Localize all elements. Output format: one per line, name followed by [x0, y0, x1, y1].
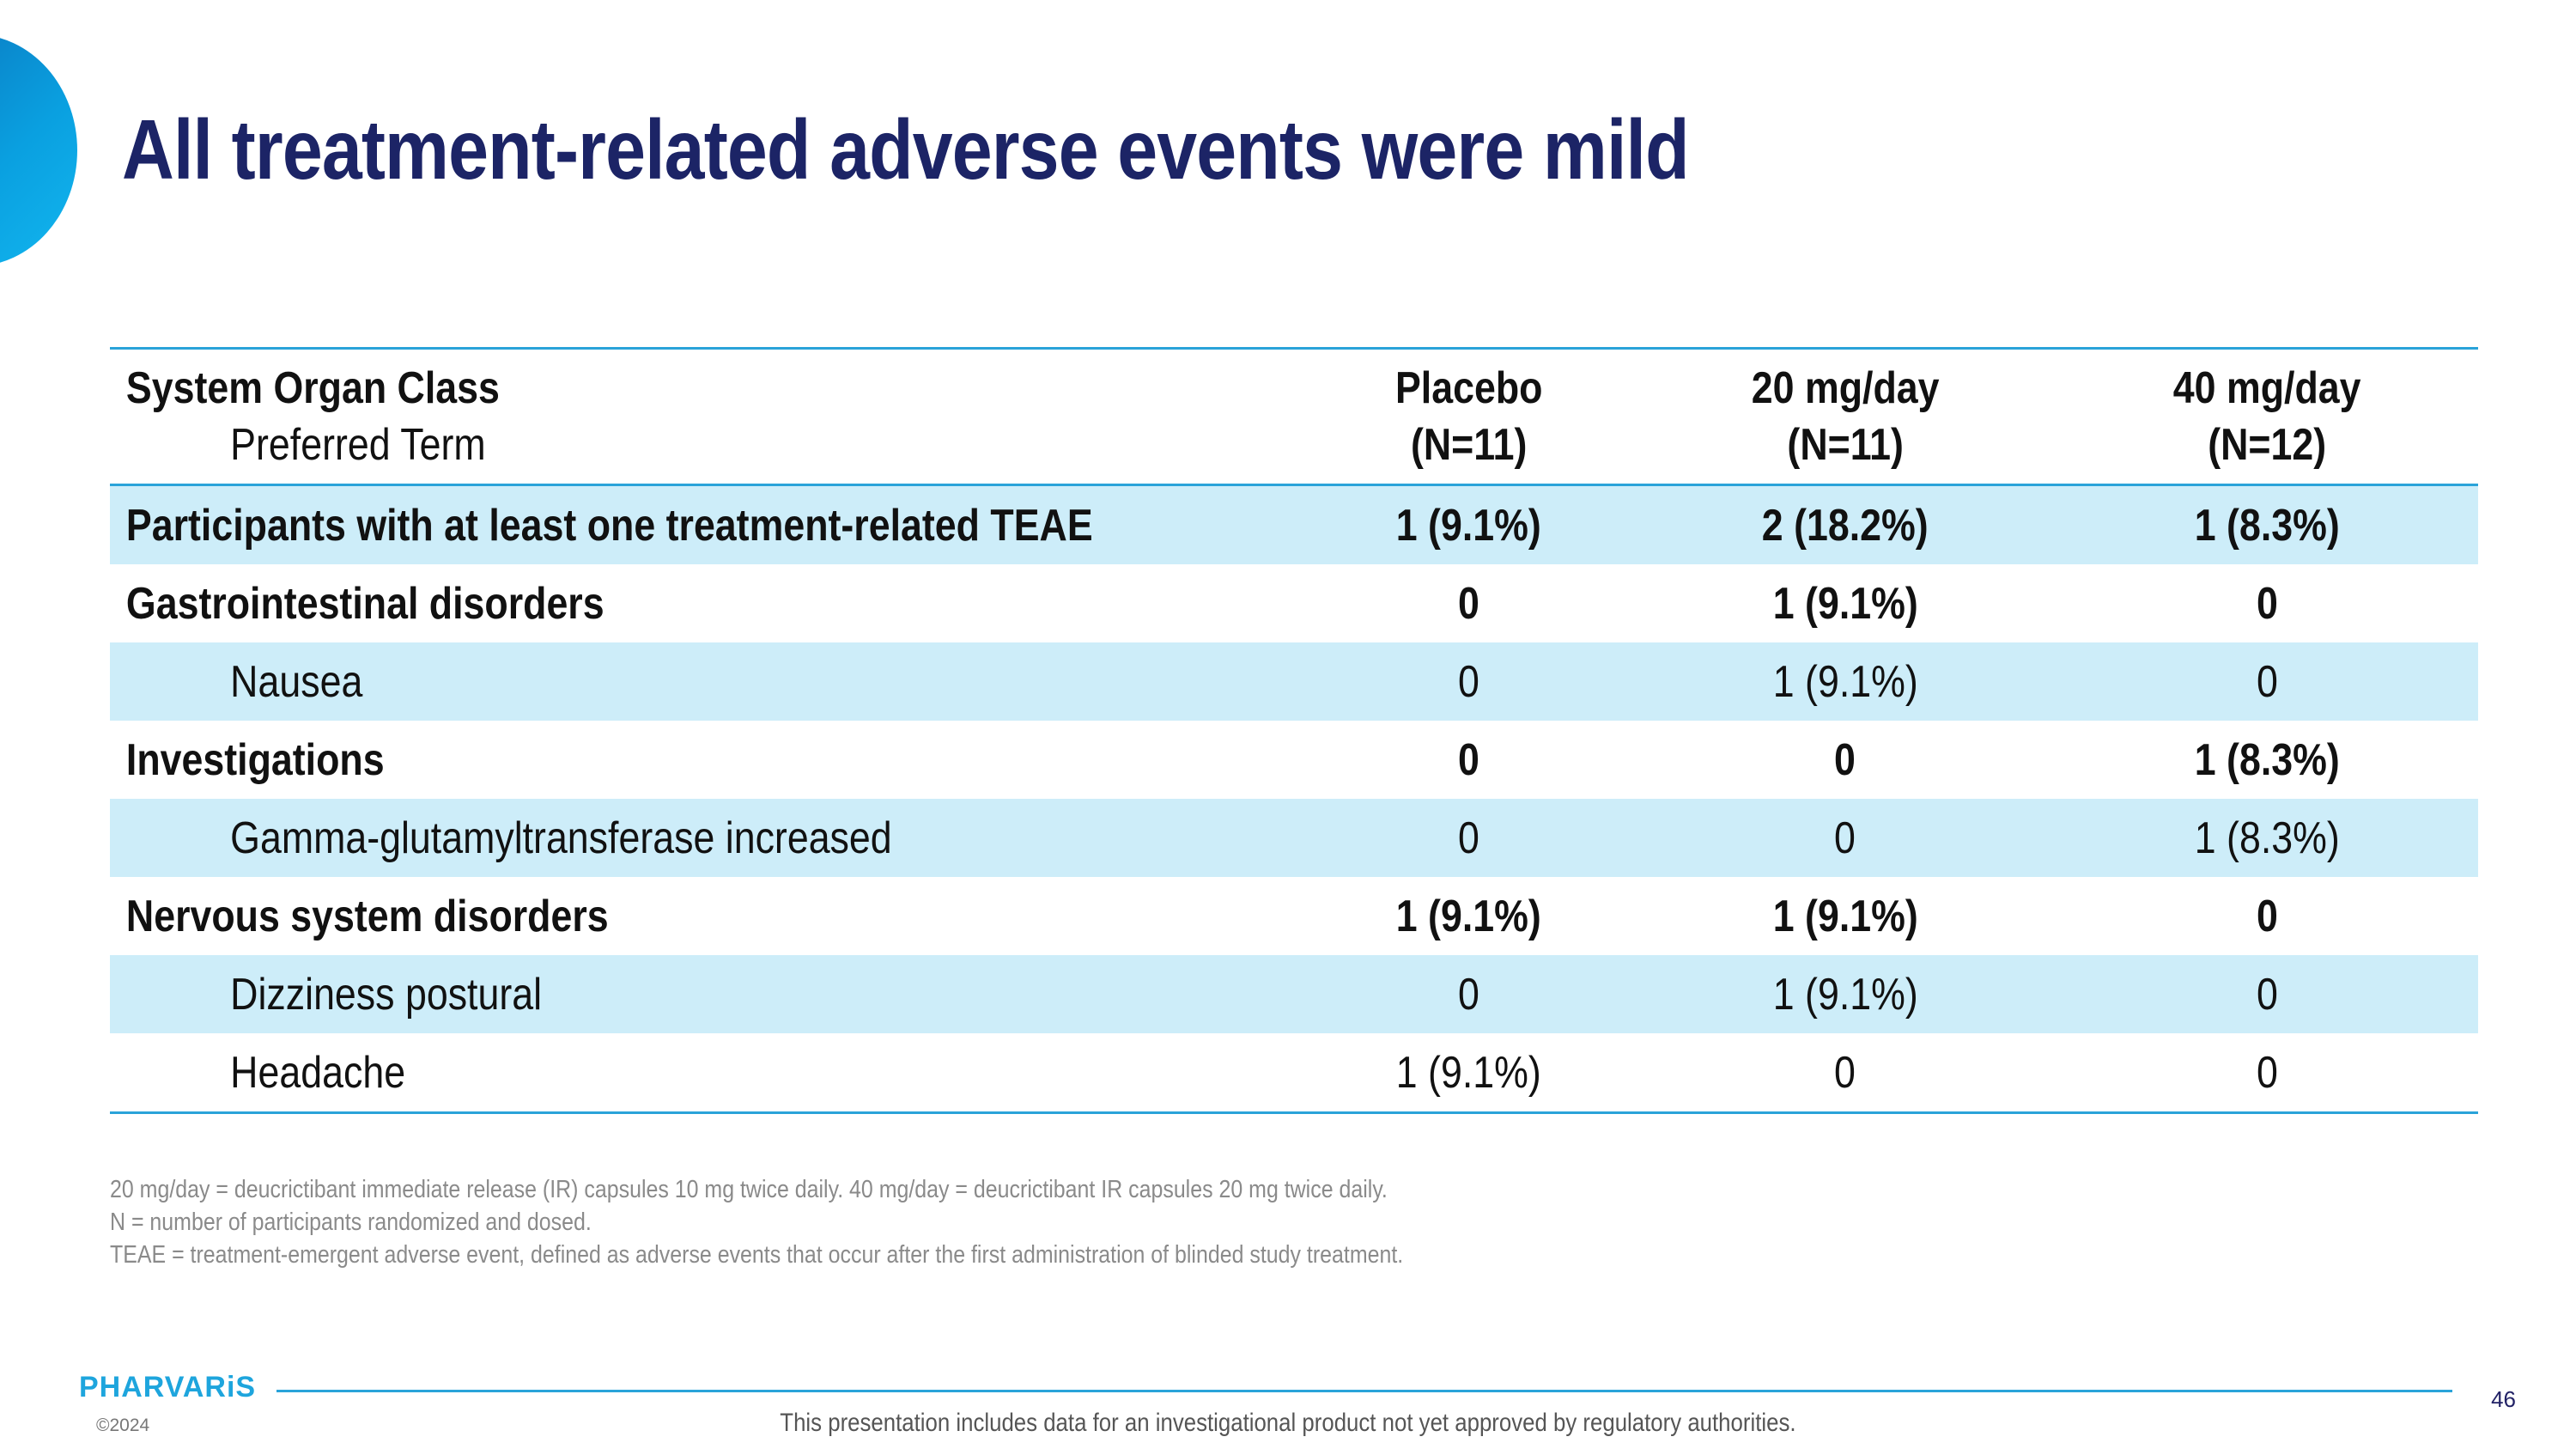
cell-20mg: 0 — [1834, 734, 1856, 785]
header-col-name: 20 mg/day — [1751, 363, 1940, 413]
cell-20mg: 0 — [1834, 1047, 1856, 1098]
cell-placebo: 0 — [1458, 656, 1480, 707]
cell-40mg: 1 (8.3%) — [2194, 734, 2340, 785]
cell-20mg: 0 — [1834, 813, 1856, 863]
header-col-n: (N=11) — [1410, 420, 1528, 470]
cell-40mg: 1 (8.3%) — [2194, 500, 2340, 551]
table-row: Dizziness postural 0 1 (9.1%) 0 — [110, 955, 2478, 1033]
footnotes: 20 mg/day = deucrictibant immediate rele… — [110, 1173, 1403, 1271]
row-label: Nausea — [230, 656, 363, 707]
row-label: Participants with at least one treatment… — [125, 500, 1093, 551]
cell-20mg: 1 (9.1%) — [1772, 969, 1918, 1020]
page-title: All treatment-related adverse events wer… — [122, 102, 1690, 197]
table-row: Gamma-glutamyltransferase increased 0 0 … — [110, 799, 2478, 877]
row-label: Gamma-glutamyltransferase increased — [230, 813, 892, 863]
cell-placebo: 1 (9.1%) — [1396, 1047, 1542, 1098]
copyright: ©2024 — [96, 1416, 150, 1435]
row-label: Nervous system disorders — [125, 891, 609, 941]
cell-40mg: 0 — [2256, 891, 2278, 941]
header-col-n: (N=12) — [2208, 420, 2327, 470]
cell-20mg: 1 (9.1%) — [1772, 578, 1918, 629]
header-40mg: 40 mg/day (N=12) — [2057, 349, 2478, 485]
table-row: Headache 1 (9.1%) 0 0 — [110, 1033, 2478, 1113]
header-col-n: (N=11) — [1787, 420, 1904, 470]
header-col-name: Placebo — [1394, 363, 1543, 413]
adverse-events-table: System Organ Class Preferred Term Placeb… — [110, 347, 2478, 1114]
footnote-dose-definition: 20 mg/day = deucrictibant immediate rele… — [110, 1176, 1388, 1203]
cell-40mg: 0 — [2256, 1047, 2278, 1098]
header-system-organ-class: System Organ Class Preferred Term — [110, 349, 1303, 485]
cell-40mg: 0 — [2256, 656, 2278, 707]
header-col-name: 40 mg/day — [2172, 363, 2361, 413]
footer-disclaimer: This presentation includes data for an i… — [0, 1409, 2576, 1438]
cell-placebo: 0 — [1458, 969, 1480, 1020]
footer-divider — [276, 1390, 2452, 1392]
row-label: Gastrointestinal disorders — [125, 578, 605, 629]
row-label: Investigations — [125, 734, 385, 785]
cell-placebo: 0 — [1458, 578, 1480, 629]
header-soc-label: System Organ Class — [125, 363, 500, 413]
cell-40mg: 1 (8.3%) — [2194, 813, 2340, 863]
disclaimer-text: This presentation includes data for an i… — [780, 1409, 1796, 1437]
cell-40mg: 0 — [2256, 969, 2278, 1020]
cell-20mg: 1 (9.1%) — [1772, 891, 1918, 941]
row-label: Dizziness postural — [230, 969, 543, 1020]
cell-placebo: 1 (9.1%) — [1396, 500, 1542, 551]
cell-placebo: 0 — [1458, 734, 1480, 785]
header-20mg: 20 mg/day (N=11) — [1634, 349, 2056, 485]
table-row: Investigations 0 0 1 (8.3%) — [110, 721, 2478, 799]
cell-20mg: 2 (18.2%) — [1761, 500, 1929, 551]
decorative-corner-shape — [0, 34, 77, 266]
table-row: Participants with at least one treatment… — [110, 484, 2478, 564]
cell-40mg: 0 — [2256, 578, 2278, 629]
footnote-teae-definition: TEAE = treatment-emergent adverse event,… — [110, 1241, 1404, 1269]
table-row: Nervous system disorders 1 (9.1%) 1 (9.1… — [110, 877, 2478, 955]
cell-placebo: 0 — [1458, 813, 1480, 863]
cell-placebo: 1 (9.1%) — [1396, 891, 1542, 941]
header-placebo: Placebo (N=11) — [1303, 349, 1634, 485]
cell-20mg: 1 (9.1%) — [1772, 656, 1918, 707]
row-label: Headache — [230, 1047, 406, 1098]
pharvaris-logo: PHARVARiS — [79, 1371, 257, 1403]
header-preferred-term-label: Preferred Term — [230, 420, 486, 470]
page-number: 46 — [2491, 1386, 2516, 1412]
table-row: Nausea 0 1 (9.1%) 0 — [110, 642, 2478, 721]
footnote-n-definition: N = number of participants randomized an… — [110, 1209, 592, 1236]
table-header-row: System Organ Class Preferred Term Placeb… — [110, 349, 2478, 485]
table-row: Gastrointestinal disorders 0 1 (9.1%) 0 — [110, 564, 2478, 642]
